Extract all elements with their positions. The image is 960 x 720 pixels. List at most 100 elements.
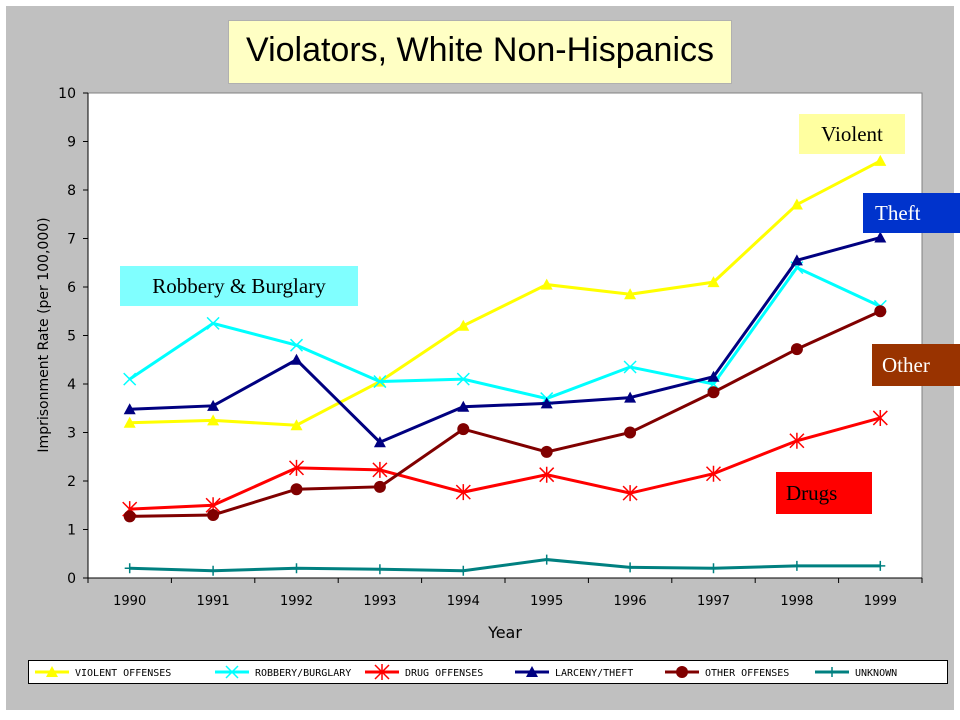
legend-marker-drug-offenses [374, 664, 390, 680]
data-point-unknown [708, 563, 719, 574]
data-point-drug-offenses [789, 432, 805, 449]
data-point-robbery-burglary [123, 372, 137, 386]
data-point-unknown [291, 563, 302, 574]
data-point-other-offenses [874, 305, 887, 318]
data-point-larceny-theft [290, 353, 303, 365]
y-tick-label: 4 [67, 377, 76, 393]
y-tick-label: 10 [58, 86, 76, 102]
data-point-robbery-burglary [456, 372, 470, 386]
data-point-unknown [458, 565, 469, 576]
data-point-drug-offenses [872, 409, 888, 426]
series-line-larceny-theft [129, 236, 881, 444]
y-axis-title: Imprisonment Rate (per 100,000) [36, 217, 52, 452]
legend-label-violent-offenses: VIOLENT OFFENSES [75, 668, 171, 679]
data-point-other-offenses [373, 480, 386, 493]
data-point-other-offenses [624, 426, 637, 439]
data-point-unknown [541, 554, 552, 565]
x-tick-label: 1991 [197, 594, 230, 609]
data-point-violent-offenses [540, 278, 553, 290]
x-tick-label: 1995 [530, 594, 563, 609]
legend-label-robbery-burglary: ROBBERY/BURGLARY [255, 668, 351, 679]
series-line-other-offenses [129, 309, 881, 518]
data-point-violent-offenses [457, 319, 470, 331]
x-tick-label: 1994 [447, 594, 480, 609]
data-point-violent-offenses [874, 154, 887, 166]
data-point-larceny-theft [457, 400, 470, 412]
y-tick-label: 8 [67, 183, 76, 199]
y-tick-label: 9 [67, 135, 76, 151]
legend-marker-violent-offenses [46, 666, 58, 677]
series-line-drug-offenses [129, 416, 881, 511]
y-tick-label: 6 [67, 280, 76, 296]
data-point-violent-offenses [624, 288, 637, 300]
data-point-unknown [124, 563, 135, 574]
callout-other: Other [872, 344, 960, 386]
y-tick-label: 0 [67, 571, 76, 587]
y-tick-label: 2 [67, 474, 76, 490]
legend-marker-robbery-burglary [225, 665, 239, 679]
data-point-robbery-burglary [623, 360, 637, 374]
y-tick-label: 5 [67, 329, 76, 345]
legend-label-drug-offenses: DRUG OFFENSES [405, 668, 483, 679]
y-tick-label: 7 [67, 232, 76, 248]
data-point-robbery-burglary [373, 375, 387, 389]
data-point-violent-offenses [707, 276, 720, 288]
data-point-violent-offenses [290, 419, 303, 431]
data-point-unknown [875, 560, 886, 571]
data-point-larceny-theft [874, 231, 887, 243]
callout-drugs: Drugs [776, 472, 872, 514]
data-point-other-offenses [707, 386, 720, 399]
y-tick-label: 1 [67, 523, 76, 539]
legend-label-unknown: UNKNOWN [855, 668, 897, 679]
data-point-unknown [374, 564, 385, 575]
data-point-larceny-theft [123, 403, 136, 415]
data-point-drug-offenses [539, 466, 555, 483]
x-axis-title: Year [487, 623, 522, 642]
legend-marker-other-offenses [676, 666, 688, 678]
data-point-larceny-theft [373, 436, 386, 448]
data-point-drug-offenses [455, 484, 471, 501]
data-point-violent-offenses [123, 416, 136, 428]
data-point-robbery-burglary [206, 316, 220, 330]
legend-marker-unknown [827, 667, 837, 677]
x-tick-label: 1998 [780, 594, 813, 609]
legend-entries: VIOLENT OFFENSES ROBBERY/BURGLARY DRUG OFF… [35, 664, 897, 680]
data-point-other-offenses [540, 445, 553, 458]
data-point-drug-offenses [705, 465, 722, 482]
data-point-larceny-theft [540, 397, 553, 409]
y-tick-label: 3 [67, 426, 76, 442]
series-line-robbery-burglary [128, 265, 881, 401]
data-point-unknown [625, 562, 636, 573]
data-point-drug-offenses [372, 461, 388, 478]
series-line-unknown [129, 558, 881, 573]
x-tick-label: 1992 [280, 594, 313, 609]
plot-area: 0 1 2 3 4 5 6 7 8 9 10 1990 1991 1992 1993 1994 1995 1996… [58, 86, 923, 609]
data-point-larceny-theft [707, 370, 720, 382]
x-tick-label: 1993 [363, 594, 396, 609]
data-point-other-offenses [457, 423, 470, 436]
data-point-violent-offenses [207, 414, 220, 426]
data-point-other-offenses [790, 343, 803, 356]
callout-robbery-burglary: Robbery & Burglary [120, 266, 358, 306]
chart-title: Violators, White Non-Hispanics [246, 31, 714, 69]
x-tick-label: 1997 [697, 594, 730, 609]
legend-label-larceny-theft: LARCENY/THEFT [555, 668, 633, 679]
data-point-larceny-theft [207, 399, 220, 411]
legend: VIOLENT OFFENSES ROBBERY/BURGLARY DRUG OFF… [28, 660, 948, 684]
data-point-drug-offenses [622, 485, 638, 502]
x-tick-label: 1999 [864, 594, 897, 609]
data-point-unknown [791, 560, 802, 571]
legend-label-other-offenses: OTHER OFFENSES [705, 668, 789, 679]
callout-violent: Violent [799, 114, 905, 154]
x-tick-label: 1996 [614, 594, 647, 609]
data-point-other-offenses [290, 483, 303, 496]
data-point-unknown [208, 565, 219, 576]
data-point-larceny-theft [624, 391, 637, 403]
x-tick-label: 1990 [113, 594, 146, 609]
data-point-violent-offenses [790, 198, 803, 210]
series-line-violent-offenses [129, 159, 881, 427]
chart-title-box: Violators, White Non-Hispanics [228, 20, 732, 84]
legend-marker-larceny-theft [526, 666, 538, 677]
data-point-drug-offenses [288, 459, 305, 476]
